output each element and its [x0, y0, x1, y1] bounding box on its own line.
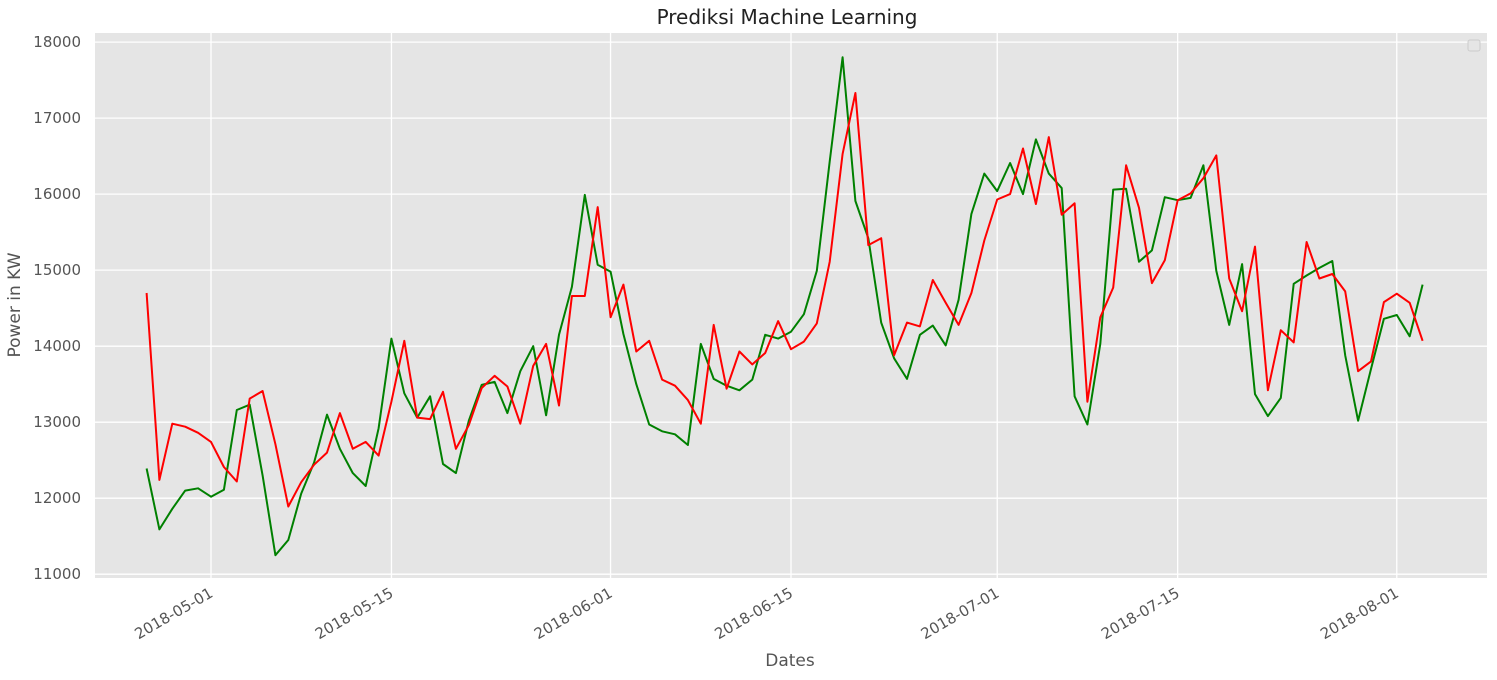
y-tick-label: 15000 — [33, 261, 81, 279]
x-tick-label: 2018-06-15 — [711, 584, 796, 643]
x-tick-label: 2018-06-01 — [531, 584, 616, 643]
y-tick-label: 12000 — [33, 489, 81, 507]
y-tick-label: 11000 — [33, 565, 81, 583]
y-tick-labels: 11000 12000 13000 14000 15000 16000 17000 18000 — [33, 33, 81, 583]
x-tick-label: 2018-07-01 — [918, 584, 1003, 643]
x-tick-label: 2018-05-01 — [131, 584, 216, 643]
grid-lines — [95, 33, 1487, 578]
y-tick-label: 16000 — [33, 185, 81, 203]
y-tick-label: 17000 — [33, 109, 81, 127]
x-axis-label: Dates — [765, 651, 815, 671]
y-tick-label: 13000 — [33, 413, 81, 431]
x-tick-label: 2018-05-15 — [312, 584, 397, 643]
series-layer — [145, 56, 1424, 557]
x-tick-labels: 2018-05-01 2018-05-15 2018-06-01 2018-06-15… — [131, 584, 1401, 643]
x-tick-label: 2018-07-15 — [1098, 584, 1183, 643]
y-tick-label: 14000 — [33, 337, 81, 355]
y-tick-label: 18000 — [33, 33, 81, 51]
x-tick-label: 2018-08-01 — [1317, 584, 1402, 643]
series-line-2 — [145, 92, 1424, 508]
y-axis-label: Power in KW — [5, 252, 25, 357]
legend-box — [1467, 39, 1481, 52]
chart-title: Prediksi Machine Learning — [657, 5, 918, 29]
